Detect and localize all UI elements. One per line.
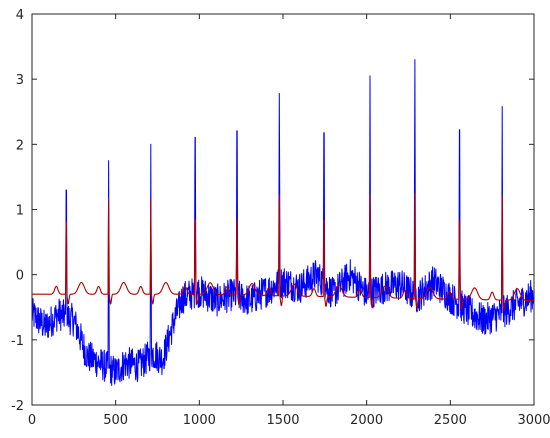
x-tick-label: 3000 — [517, 413, 550, 428]
y-tick-label: 3 — [16, 73, 24, 88]
x-tick-label: 2000 — [350, 413, 383, 428]
y-tick-label: 0 — [16, 269, 24, 284]
plot-area — [31, 13, 535, 406]
y-tick-label: -2 — [11, 399, 24, 414]
x-tick-label: 1000 — [183, 413, 216, 428]
y-tick-label: 4 — [16, 8, 24, 23]
y-tick-label: 1 — [16, 204, 24, 219]
y-axis: -2 -1 0 1 2 3 4 — [11, 8, 534, 414]
x-tick-label: 0 — [28, 413, 36, 428]
x-axis: 0 500 1000 1500 2000 2500 3000 — [28, 14, 550, 428]
y-tick-label: -1 — [11, 334, 24, 349]
y-tick-label: 2 — [16, 138, 24, 153]
series-layer — [31, 59, 535, 386]
red-signal-line — [31, 192, 535, 311]
x-tick-label: 1500 — [266, 413, 299, 428]
blue-signal-line — [31, 59, 535, 386]
x-tick-label: 2500 — [434, 413, 467, 428]
x-tick-label: 500 — [103, 413, 128, 428]
plot-background — [32, 14, 534, 405]
